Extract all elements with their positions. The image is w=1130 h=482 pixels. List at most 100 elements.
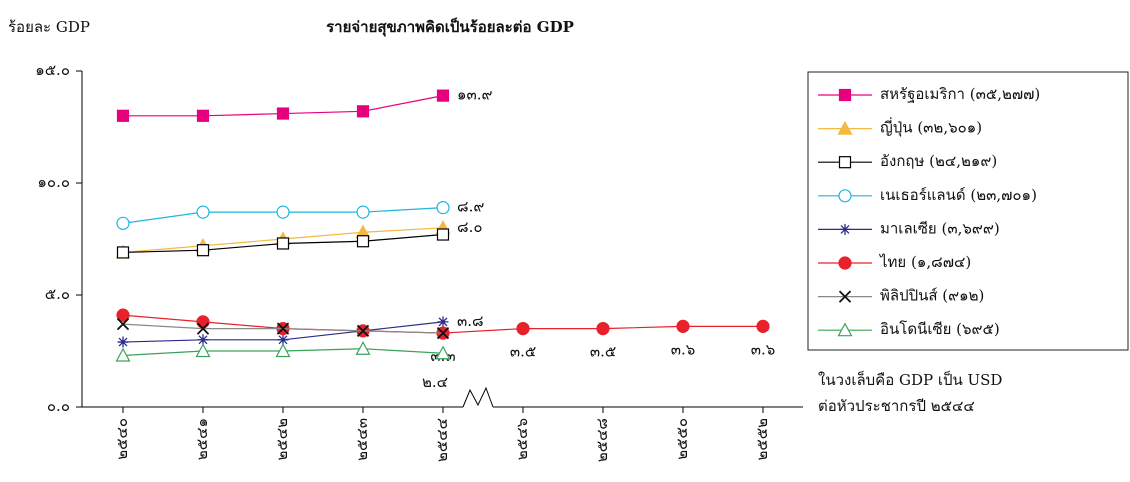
legend-label: อินโดนีเซีย (๖๙๕) — [880, 320, 1000, 338]
x-tick-label: ๒๕๔๐ — [113, 418, 131, 460]
marker — [436, 326, 450, 340]
marker-shape — [196, 205, 210, 219]
marker — [276, 237, 290, 250]
marker — [516, 322, 530, 336]
legend-label: พิลิปปินส์ (๙๑๒) — [880, 287, 984, 305]
marker-shape — [436, 228, 450, 241]
marker-shape — [116, 109, 130, 122]
marker — [756, 319, 770, 333]
marker-shape — [837, 120, 853, 135]
marker-shape — [756, 319, 770, 333]
data-label: ๘.๙ — [457, 198, 484, 216]
marker — [196, 109, 210, 122]
marker — [196, 244, 210, 257]
marker-shape — [676, 319, 690, 333]
axis-break — [462, 386, 494, 408]
marker-shape — [516, 322, 530, 336]
x-tick-label: ๒๕๔๑ — [193, 418, 211, 460]
marker — [356, 324, 370, 337]
data-label: ๑๓.๙ — [457, 86, 493, 104]
marker — [116, 317, 130, 331]
x-tick-label: ๒๕๔๖ — [513, 418, 531, 460]
y-tick-label: ๑๐.๐ — [37, 173, 70, 191]
marker-shape — [839, 223, 851, 235]
marker-shape — [116, 216, 130, 230]
marker — [837, 120, 853, 135]
marker — [116, 246, 130, 259]
marker-shape — [437, 316, 449, 328]
marker-shape — [436, 89, 450, 102]
marker — [838, 156, 852, 169]
marker — [436, 201, 450, 215]
marker — [115, 347, 131, 362]
marker-shape — [436, 201, 450, 215]
marker-shape — [115, 347, 131, 362]
data-label: ๘.๐ — [457, 218, 483, 236]
marker-shape — [277, 334, 289, 346]
x-tick-label: ๒๕๕๐ — [673, 418, 691, 460]
marker — [437, 316, 449, 328]
x-tick-label: ๒๕๔๘ — [593, 418, 611, 462]
marker — [839, 223, 851, 235]
marker-shape — [837, 322, 853, 337]
chart-title: รายจ่ายสุขภาพคิดเป็นร้อยละต่อ GDP — [326, 17, 574, 37]
marker — [356, 205, 370, 219]
x-tick-label: ๒๕๔๒ — [273, 418, 291, 460]
marker-shape — [356, 205, 370, 219]
marker-shape — [838, 290, 852, 303]
annotation: ต่อหัวประชากรปี ๒๕๔๔ — [818, 397, 975, 415]
marker-shape — [117, 336, 129, 348]
legend-label: มาเลเซีย (๓,๖๙๙) — [880, 219, 1000, 237]
legend-label: เนเธอร์แลนด์ (๒๓,๗๐๑) — [880, 186, 1037, 204]
marker — [196, 322, 210, 335]
marker — [276, 107, 290, 120]
marker — [116, 216, 130, 230]
marker-shape — [356, 235, 370, 248]
marker-shape — [355, 341, 371, 355]
legend-box — [807, 71, 1129, 351]
y-tick-label: ๑๕.๐ — [35, 61, 70, 79]
marker-shape — [196, 315, 210, 329]
marker-shape — [838, 156, 852, 169]
marker — [838, 189, 852, 203]
marker-shape — [838, 256, 852, 270]
marker — [436, 228, 450, 241]
marker — [195, 343, 211, 358]
marker — [837, 322, 853, 337]
marker-shape — [435, 345, 451, 360]
marker-shape — [116, 308, 130, 322]
marker — [355, 341, 371, 355]
marker — [838, 88, 852, 102]
legend-label: ญี่ปุ่น (๓๒,๖๐๑) — [880, 117, 982, 138]
marker — [116, 308, 130, 322]
y-tick-label: ๕.๐ — [45, 285, 70, 303]
x-tick-label: ๒๕๕๒ — [753, 418, 771, 460]
x-tick-label: ๒๕๔๓ — [353, 418, 371, 461]
legend-label: อังกฤษ (๒๔,๒๑๙) — [880, 152, 997, 170]
marker — [276, 205, 290, 219]
marker — [838, 256, 852, 270]
data-label: ๓.๕ — [590, 343, 616, 361]
marker — [356, 235, 370, 248]
marker-shape — [197, 334, 209, 346]
marker-shape — [276, 322, 290, 335]
marker-shape — [276, 205, 290, 219]
marker-shape — [436, 326, 450, 340]
marker-shape — [356, 105, 370, 118]
marker — [277, 334, 289, 346]
marker — [117, 336, 129, 348]
marker — [436, 89, 450, 102]
marker-shape — [596, 322, 610, 336]
marker-shape — [276, 237, 290, 250]
marker — [596, 322, 610, 336]
marker — [838, 290, 852, 303]
marker-shape — [275, 343, 291, 358]
marker-shape — [196, 244, 210, 257]
marker — [276, 322, 290, 335]
marker-shape — [276, 107, 290, 120]
data-label: ๓.๖ — [751, 340, 776, 358]
marker-shape — [116, 246, 130, 259]
marker-shape — [196, 322, 210, 335]
marker — [196, 315, 210, 329]
